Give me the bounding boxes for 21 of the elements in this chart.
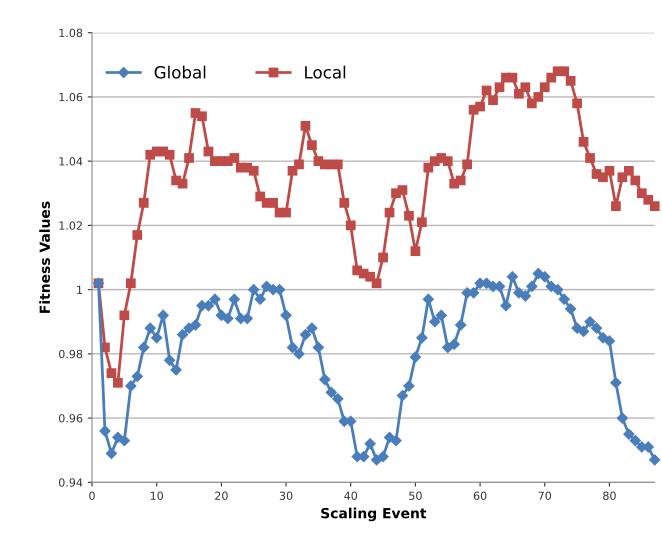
y-tick-label: 0.98	[58, 350, 82, 358]
x-tick-label: 50	[409, 492, 422, 500]
legend-label: Global	[154, 66, 206, 79]
x-tick-label: 80	[603, 492, 616, 500]
y-tick-label: 0.94	[58, 478, 82, 487]
legend-label: Local	[305, 66, 346, 79]
y-tick-label: 1.02	[59, 221, 82, 230]
y-tick-label: 1.08	[59, 28, 82, 38]
x-tick-label: 10	[150, 492, 164, 500]
x-tick-label: 60	[474, 492, 486, 500]
y-axis-title: Fitness Values	[39, 202, 50, 313]
x-tick-label: 70	[538, 492, 552, 500]
y-tick-label: 1.04	[59, 157, 82, 166]
x-axis-title: Scaling Event	[321, 508, 426, 522]
y-tick-label: 1.06	[59, 92, 82, 102]
x-tick-label: 40	[344, 492, 358, 500]
x-tick-label: 20	[215, 492, 228, 500]
y-tick-label: 1	[77, 286, 82, 294]
x-tick-label: 30	[280, 492, 292, 500]
x-tick-label: 0	[89, 492, 95, 500]
y-tick-label: 0.96	[58, 414, 82, 422]
